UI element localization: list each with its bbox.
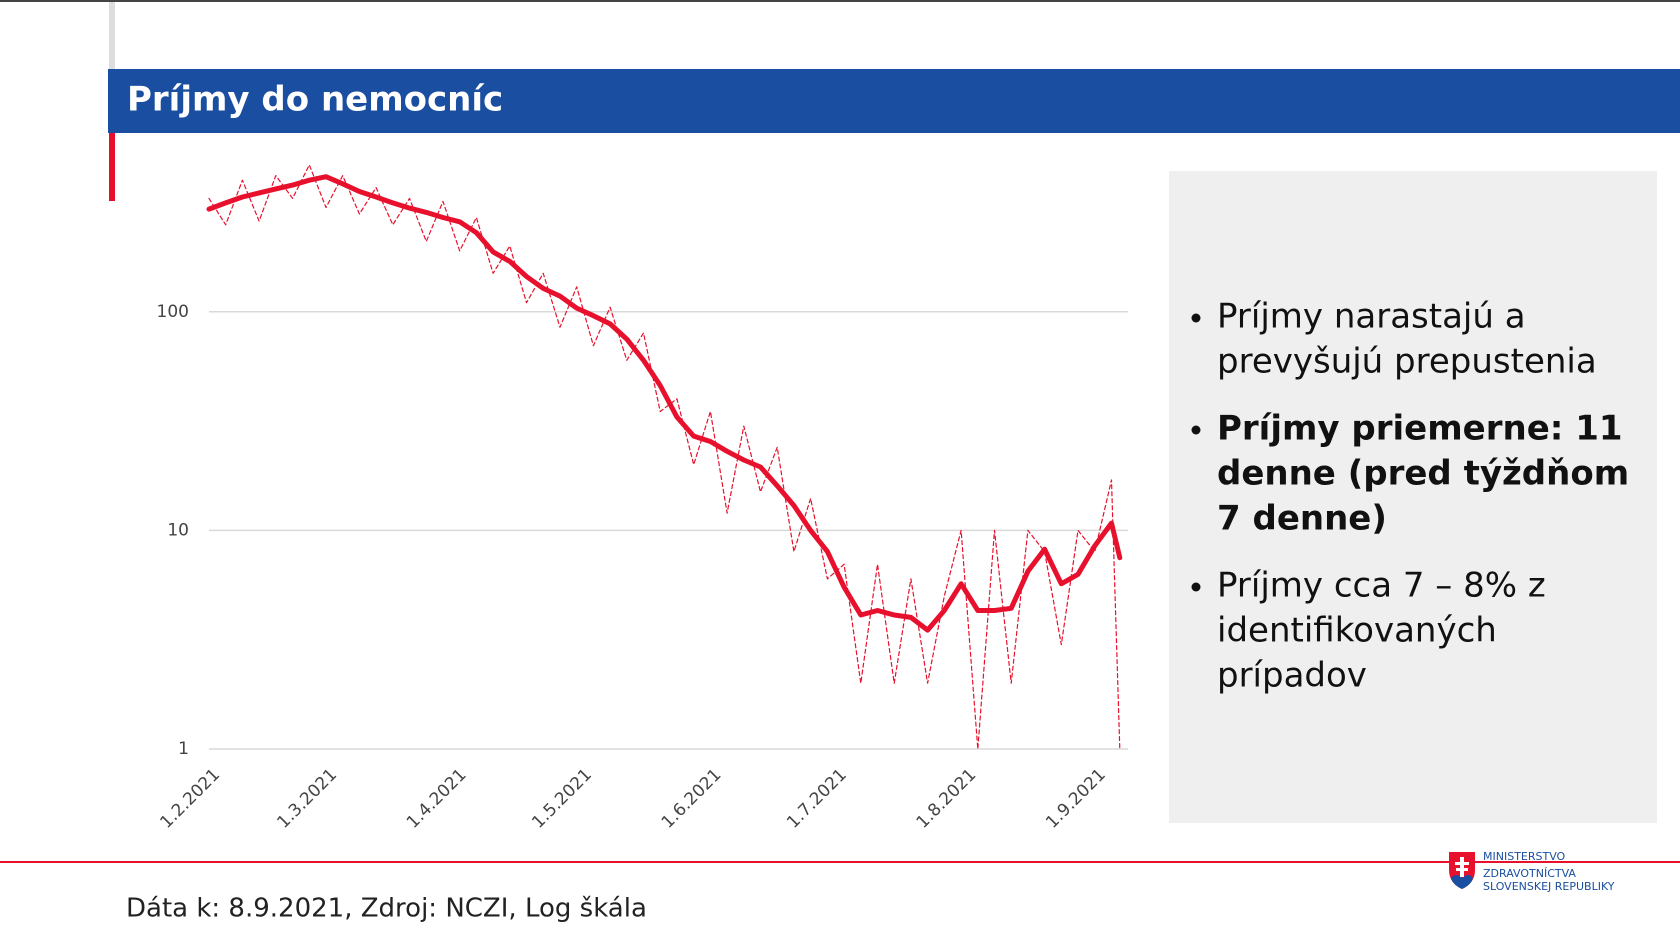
- x-tick-label: 1.9.2021: [1042, 765, 1110, 833]
- bullet-text: Príjmy priemerne: 11: [1217, 409, 1623, 449]
- x-tick-label: 1.5.2021: [528, 765, 596, 833]
- bullet-text: prípadov: [1217, 656, 1367, 696]
- bullet-text: prevyšujú prepustenia: [1217, 342, 1597, 382]
- red-accent: [109, 133, 115, 201]
- daily-line: [208, 164, 1121, 750]
- text-panel: [1169, 171, 1657, 823]
- x-tick-label: 1.7.2021: [783, 765, 851, 833]
- logo-text: MINISTERSTVO: [1483, 850, 1566, 863]
- bullet-text: identifikovaných: [1217, 611, 1497, 651]
- top-border: [0, 0, 1680, 2]
- slide-title: Príjmy do nemocníc: [127, 80, 503, 120]
- logo-text: ZDRAVOTNÍCTVA: [1483, 867, 1576, 880]
- y-tick-label: 1: [178, 739, 189, 759]
- y-tick-label: 10: [167, 520, 189, 540]
- logo-text: SLOVENSKEJ REPUBLIKY: [1483, 880, 1615, 893]
- x-tick-label: 1.4.2021: [403, 765, 471, 833]
- bullet-dot: [1191, 582, 1201, 592]
- y-tick-label: 100: [157, 302, 189, 322]
- logo-cross: [1455, 857, 1469, 877]
- footer-line: [0, 861, 1680, 863]
- bullet-text: denne (pred týždňom: [1217, 454, 1629, 494]
- gray-accent: [109, 2, 115, 69]
- bullet-text: Príjmy cca 7 – 8% z: [1217, 566, 1546, 606]
- bullet-dot: [1191, 313, 1201, 323]
- logo: MINISTERSTVO ZDRAVOTNÍCTVA SLOVENSKEJ RE…: [1449, 850, 1615, 893]
- x-tick-label: 1.3.2021: [273, 765, 341, 833]
- x-tick-label: 1.2.2021: [156, 765, 224, 833]
- x-tick-label: 1.8.2021: [913, 765, 981, 833]
- bullet-text: Príjmy narastajú a: [1217, 297, 1526, 337]
- logo-hills: [1451, 875, 1473, 889]
- bullet-list: Príjmy narastajú a prevyšujú prepustenia P…: [1191, 297, 1629, 696]
- x-tick-label: 1.6.2021: [658, 765, 726, 833]
- footer-note: Dáta k: 8.9.2021, Zdroj: NCZI, Log škála: [126, 894, 647, 924]
- chart: 1 10 100 1.2.2021 1.3.2021 1.4.2021 1.5.2021 1.…: [156, 164, 1128, 833]
- header-bar: [108, 69, 1680, 133]
- bullet-text: 7 denne): [1217, 499, 1387, 539]
- bullet-dot: [1191, 425, 1201, 435]
- average-line: [206, 174, 1123, 633]
